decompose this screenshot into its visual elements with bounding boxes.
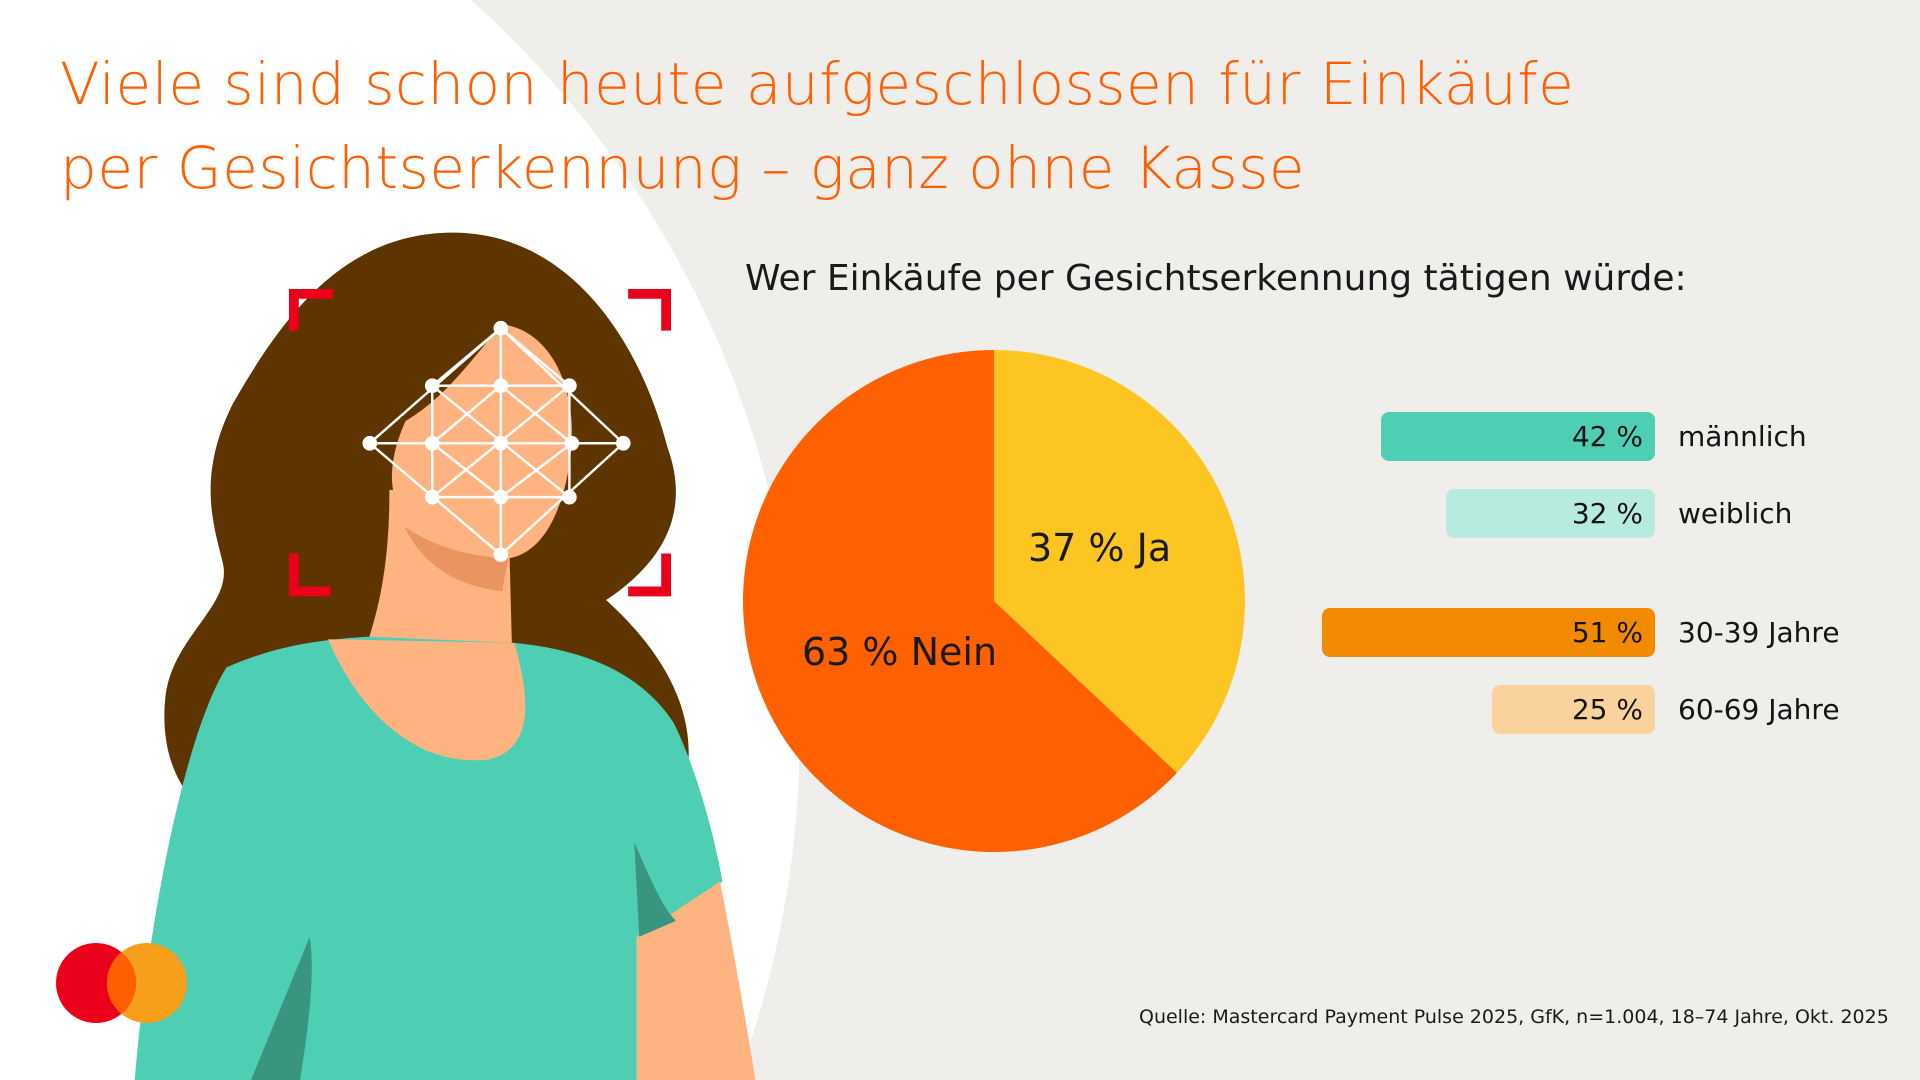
bar-category-label: weiblich [1678,497,1793,530]
bar-1: 42 % [1381,412,1655,461]
source-note: Quelle: Mastercard Payment Pulse 2025, G… [1139,1006,1889,1028]
bar-3: 51 % [1322,608,1655,657]
chart-title: Wer Einkäufe per Gesichtserkennung tätig… [745,258,1687,299]
mastercard-logo [56,943,187,1023]
bar-value-label: 25 % [1571,693,1643,726]
scan-frame-icon [288,288,672,597]
arm [636,881,756,1080]
face-shadow [404,526,509,592]
page-title: Viele sind schon heute aufgeschlossen fü… [60,42,1574,210]
title-line-2: per Gesichtserkennung – ganz ohne Kasse [60,134,1306,202]
bar-value-label: 42 % [1571,420,1643,453]
shirt [134,636,723,1080]
shirt-shadow-right [634,842,676,937]
pie-chart [743,350,1245,852]
pie-label-nein: 63 % Nein [802,630,998,674]
face-mesh-nodes [362,320,631,563]
bar-2: 32 % [1446,489,1655,538]
pie-label-ja: 37 % Ja [1028,526,1172,570]
bar-category-label: 30-39 Jahre [1678,616,1840,649]
bar-category-label: 60-69 Jahre [1678,693,1840,726]
bar-value-label: 51 % [1571,616,1643,649]
bar-value-label: 32 % [1571,497,1643,530]
pie-slice-ja [994,350,1245,773]
title-line-1: Viele sind schon heute aufgeschlossen fü… [60,50,1575,118]
bangs [365,320,505,515]
shirt-shadow-left [251,936,312,1080]
pie-slice-nein [743,350,1177,852]
collar-skin [328,639,526,761]
bar-4: 25 % [1492,685,1655,734]
woman-illustration [134,232,756,1080]
bar-category-label: männlich [1678,420,1807,453]
